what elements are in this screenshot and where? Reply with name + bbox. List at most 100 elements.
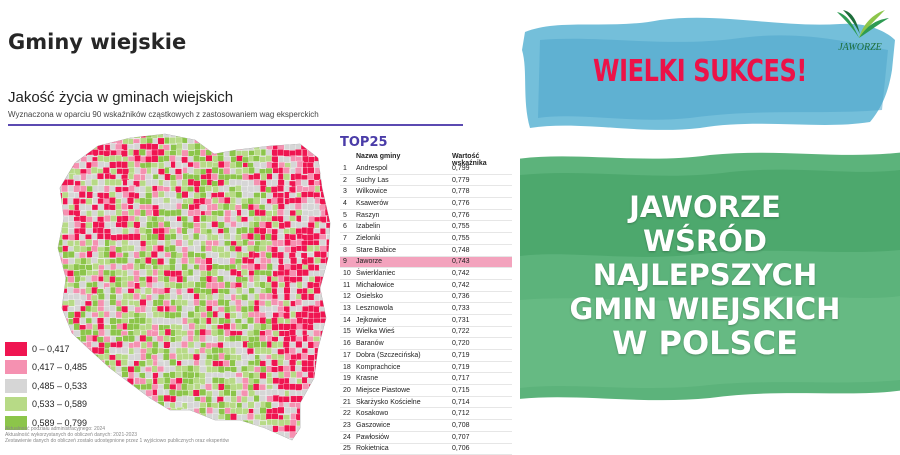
map-gmina-cell xyxy=(259,335,267,343)
map-gmina-cell xyxy=(211,347,219,354)
map-gmina-cell xyxy=(319,420,327,428)
map-gmina-cell xyxy=(272,221,279,228)
map-gmina-cell xyxy=(73,330,81,337)
map-gmina-cell xyxy=(306,227,314,235)
map-gmina-cell xyxy=(98,238,105,246)
map-gmina-cell xyxy=(301,431,309,439)
map-gmina-cell xyxy=(277,293,285,301)
row-name: Michałowice xyxy=(356,281,395,289)
map-gmina-cell xyxy=(152,341,160,349)
map-gmina-cell xyxy=(325,293,330,300)
map-legend: 0 – 0,417 0,417 – 0,485 0,485 – 0,533 0,… xyxy=(5,340,87,433)
map-gmina-cell xyxy=(187,222,195,229)
map-gmina-cell xyxy=(127,354,135,361)
map-gmina-cell xyxy=(158,412,166,420)
map-gmina-cell xyxy=(168,414,176,422)
map-gmina-cell xyxy=(326,215,330,223)
headline-line: GMIN WIEJSKICH xyxy=(569,292,841,326)
map-gmina-cell xyxy=(164,414,172,422)
map-gmina-cell xyxy=(86,334,93,342)
map-gmina-cell xyxy=(332,330,335,337)
map-gmina-cell xyxy=(325,227,330,235)
map-gmina-cell xyxy=(247,426,255,434)
row-value: 0,743 xyxy=(452,258,470,266)
map-gmina-cell xyxy=(314,167,322,175)
map-gmina-cell xyxy=(242,173,249,181)
map-gmina-cell xyxy=(260,341,268,349)
map-gmina-cell xyxy=(187,341,195,349)
map-gmina-cell xyxy=(277,209,284,216)
map-gmina-cell xyxy=(333,168,335,175)
row-name: Świerklaniec xyxy=(356,270,396,278)
map-gmina-cell xyxy=(264,300,272,308)
map-gmina-cell xyxy=(91,389,99,397)
map-gmina-cell xyxy=(116,233,124,241)
map-gmina-cell xyxy=(103,275,111,283)
map-gmina-cell xyxy=(246,245,254,252)
map-gmina-cell xyxy=(306,233,314,241)
row-rank: 21 xyxy=(343,398,351,406)
map-gmina-cell xyxy=(200,134,208,140)
legend-item: 0,589 – 0,799 xyxy=(5,414,87,431)
map-gmina-cell xyxy=(97,347,105,355)
map-gmina-cell xyxy=(145,323,153,331)
map-gmina-cell xyxy=(157,281,165,289)
map-gmina-cell xyxy=(271,179,278,187)
map-gmina-cell xyxy=(307,348,315,355)
map-gmina-cell xyxy=(211,245,219,253)
row-rank: 19 xyxy=(343,375,351,383)
map-gmina-cell xyxy=(200,419,208,427)
map-gmina-cell xyxy=(246,348,254,355)
map-gmina-cell xyxy=(277,358,285,366)
map-gmina-cell xyxy=(247,263,255,271)
map-gmina-cell xyxy=(181,156,189,164)
map-gmina-cell xyxy=(133,143,141,150)
map-gmina-cell xyxy=(319,293,327,301)
row-value: 0,755 xyxy=(452,234,470,242)
headline-line: JAWORZE xyxy=(629,190,781,224)
map-gmina-cell xyxy=(97,154,105,162)
map-gmina-cell xyxy=(199,292,207,300)
map-gmina-cell xyxy=(332,335,335,342)
map-gmina-cell xyxy=(319,347,327,355)
map-gmina-cell xyxy=(102,413,110,421)
map-gmina-cell xyxy=(277,143,285,151)
map-gmina-cell xyxy=(151,402,159,410)
map-gmina-cell xyxy=(254,263,261,271)
map-gmina-cell xyxy=(242,437,250,440)
row-name: Osielsko xyxy=(356,293,383,301)
map-gmina-cell xyxy=(85,275,93,283)
map-gmina-cell xyxy=(289,383,297,391)
map-gmina-cell xyxy=(314,390,322,397)
map-gmina-cell xyxy=(169,203,177,211)
map-gmina-cell xyxy=(62,208,70,216)
map-gmina-cell xyxy=(265,221,272,229)
map-gmina-cell xyxy=(211,173,218,181)
map-gmina-cell xyxy=(228,377,236,385)
map-gmina-cell xyxy=(324,378,330,386)
map-gmina-cell xyxy=(320,336,328,344)
map-gmina-cell xyxy=(199,299,207,307)
row-value: 0,755 xyxy=(452,223,470,231)
map-gmina-cell xyxy=(139,317,146,325)
map-gmina-cell xyxy=(326,137,330,145)
map-gmina-cell xyxy=(104,215,111,222)
map-gmina-cell xyxy=(283,370,291,378)
map-gmina-cell xyxy=(289,377,296,385)
map-gmina-cell xyxy=(326,408,330,416)
map-gmina-cell xyxy=(313,134,320,138)
map-gmina-cell xyxy=(61,143,69,151)
map-gmina-cell xyxy=(325,197,330,205)
map-gmina-cell xyxy=(314,137,322,145)
map-gmina-cell xyxy=(228,178,236,186)
map-gmina-cell xyxy=(253,179,261,187)
map-gmina-cell xyxy=(74,305,82,313)
map-gmina-cell xyxy=(205,155,213,162)
map-gmina-cell xyxy=(132,202,140,210)
map-gmina-cell xyxy=(283,173,291,181)
map-gmina-cell xyxy=(331,282,335,289)
value-header: Wartość wskaźnika xyxy=(452,153,487,167)
map-gmina-cell xyxy=(301,197,309,205)
table-row: 8 Stare Babice 0,748 xyxy=(340,245,512,257)
map-gmina-cell xyxy=(252,383,260,391)
